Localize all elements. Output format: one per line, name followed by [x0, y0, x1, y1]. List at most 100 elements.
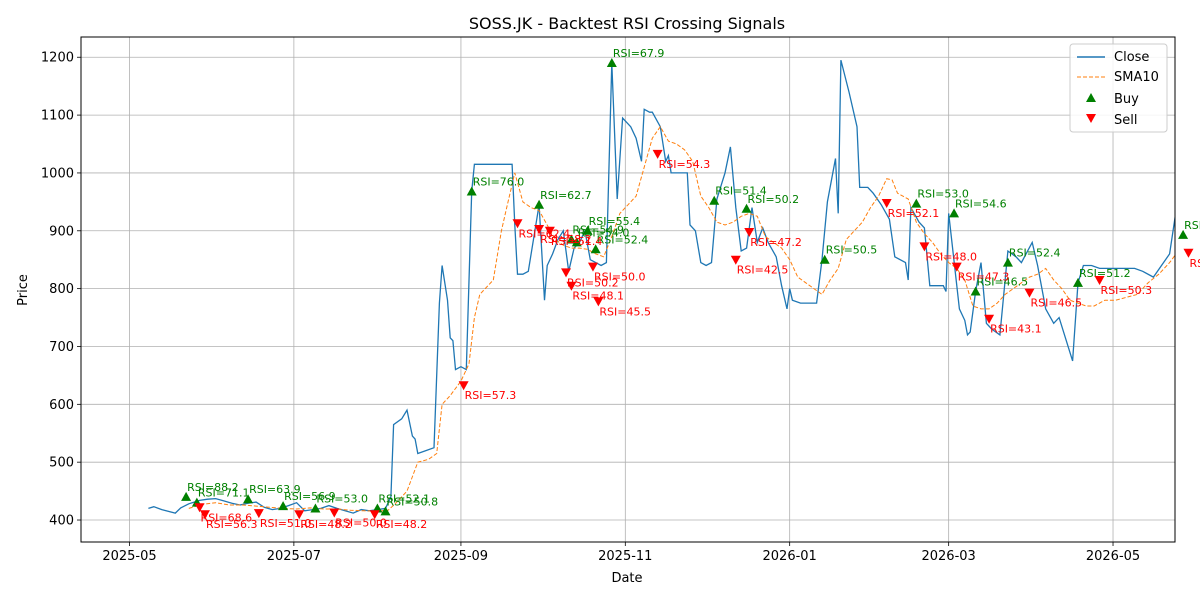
sell-marker — [984, 314, 995, 324]
x-tick-label: 2025-09 — [434, 549, 488, 564]
x-axis-title: Date — [611, 571, 642, 586]
sell-marker — [652, 149, 663, 159]
sell-marker — [194, 503, 205, 513]
buy-rsi-label: RSI=51.2 — [1079, 267, 1131, 280]
sell-rsi-label: RSI=48.1 — [572, 290, 624, 303]
sell-rsi-label: RSI=62.4 — [519, 227, 571, 240]
y-axis-title: Price — [16, 274, 31, 306]
buy-marker — [310, 503, 321, 513]
sell-marker — [329, 508, 340, 518]
chart-title: SOSS.JK - Backtest RSI Crossing Signals — [469, 14, 785, 33]
buy-marker — [741, 203, 752, 213]
buy-marker — [571, 237, 582, 247]
sell-rsi-label: RSI=48.0 — [925, 250, 977, 263]
sell-marker — [730, 255, 741, 265]
sell-rsi-label: RSI=51.4 — [551, 235, 603, 248]
sell-rsi-label: RSI=47.2 — [750, 236, 802, 249]
y-tick-label: 700 — [49, 340, 74, 355]
buy-rsi-label: RSI=71.1 — [198, 487, 250, 500]
x-tick-label: 2026-05 — [1086, 549, 1140, 564]
y-tick-label: 800 — [49, 282, 74, 297]
buy-marker — [582, 225, 593, 235]
sell-marker — [951, 262, 962, 272]
sell-rsi-label: RSI=58.2 — [540, 233, 592, 246]
sell-marker — [253, 509, 264, 519]
buy-marker — [949, 208, 960, 218]
buy-rsi-label: RSI=46.5 — [977, 276, 1029, 289]
legend-sell-label: Sell — [1114, 113, 1137, 128]
sell-rsi-label: RSI=54.3 — [659, 158, 711, 171]
sell-rsi-label: RSI=48.2 — [1189, 257, 1200, 270]
buy-marker — [380, 506, 391, 516]
sell-marker — [199, 510, 210, 520]
sell-marker — [744, 227, 755, 237]
buy-rsi-label: RSI=50.5 — [826, 244, 878, 257]
sell-marker — [587, 262, 598, 272]
sell-marker — [1024, 288, 1035, 298]
sell-rsi-label: RSI=68.6 — [201, 511, 253, 524]
buy-marker — [566, 234, 577, 244]
sell-marker — [534, 225, 545, 235]
sell-rsi-label: RSI=46.5 — [1030, 297, 1082, 310]
close-price-line — [148, 59, 1175, 514]
buy-rsi-label: RSI=52.4 — [1009, 247, 1061, 260]
legend-buy-marker — [1086, 93, 1096, 102]
buy-marker — [534, 199, 545, 209]
sell-marker — [369, 510, 380, 520]
y-tick-label: 900 — [49, 224, 74, 239]
buy-rsi-label: RSI=52.4 — [597, 233, 649, 246]
buy-rsi-label: RSI=52.1 — [378, 492, 430, 505]
buy-marker — [970, 286, 981, 296]
buy-rsi-label: RSI=55.4 — [589, 215, 641, 228]
buy-rsi-label: RSI=62.7 — [540, 189, 592, 202]
sell-marker — [881, 199, 892, 209]
buy-marker — [243, 494, 254, 504]
sell-rsi-label: RSI=47.3 — [958, 271, 1010, 284]
buy-rsi-label: RSI=63.9 — [249, 483, 301, 496]
buy-rsi-label: RSI=88.2 — [187, 481, 239, 494]
sell-rsi-label: RSI=57.3 — [465, 389, 517, 402]
x-tick-label: 2026-01 — [763, 549, 817, 564]
buy-marker — [606, 58, 617, 68]
buy-rsi-label: RSI=56.9 — [284, 490, 336, 503]
sell-marker — [561, 268, 572, 278]
x-tick-label: 2026-03 — [921, 549, 975, 564]
buy-marker — [181, 491, 192, 501]
y-tick-label: 400 — [49, 514, 74, 529]
buy-rsi-label: RSI=51.4 — [715, 185, 767, 198]
y-tick-label: 1000 — [41, 166, 74, 181]
buy-rsi-label: RSI=61.4 — [1184, 219, 1200, 232]
grid-lines — [81, 37, 1175, 542]
sell-rsi-label: RSI=42.5 — [737, 264, 789, 277]
sell-marker — [512, 219, 523, 229]
buy-marker — [709, 195, 720, 205]
plot-frame — [80, 36, 1176, 543]
sma10-line — [188, 125, 1175, 512]
sell-rsi-label: RSI=50.0 — [594, 271, 646, 284]
x-tick-label: 2025-11 — [598, 549, 652, 564]
buy-marker — [1178, 229, 1189, 239]
buy-rsi-label: RSI=67.9 — [613, 47, 665, 60]
sell-marker — [1094, 275, 1105, 285]
axis-ticks: 2025-05 2025-07 2025-09 2025-11 2026-01 2026-… — [41, 51, 1140, 564]
y-tick-label: 500 — [49, 456, 74, 471]
sell-marker — [294, 510, 305, 520]
legend-sma-label: SMA10 — [1114, 70, 1159, 85]
buy-marker — [278, 501, 289, 511]
sell-rsi-label: RSI=50.0 — [335, 516, 387, 529]
buy-rsi-label: RSI=50.8 — [386, 495, 438, 508]
buy-marker — [1072, 277, 1083, 287]
legend: Close SMA10 Buy Sell — [1069, 43, 1168, 133]
x-tick-label: 2025-07 — [267, 549, 321, 564]
sell-rsi-label: RSI=51.0 — [260, 517, 312, 530]
sell-rsi-label: RSI=50.3 — [1101, 284, 1153, 297]
sell-marker — [544, 226, 555, 236]
sell-rsi-label: RSI=50.2 — [567, 276, 619, 289]
buy-rsi-label: RSI=50.2 — [748, 193, 800, 206]
buy-marker — [1002, 257, 1013, 267]
legend-buy-label: Buy — [1114, 92, 1139, 107]
buy-rsi-label: RSI=53.0 — [316, 492, 368, 505]
sell-rsi-label: RSI=56.3 — [206, 518, 258, 531]
